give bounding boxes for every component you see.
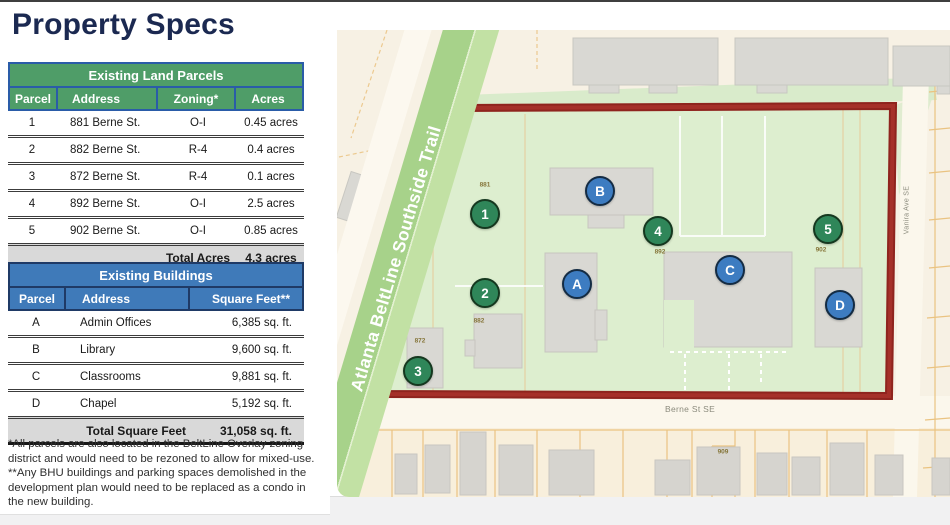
- building-marker-a: A: [562, 269, 592, 299]
- parcel-number-892: 892: [654, 248, 666, 256]
- cell: 0.45 acres: [244, 117, 298, 129]
- cell: 882 Berne St.: [70, 144, 141, 156]
- campus-map: Berne St SE Atlanta BeltLine Southside T…: [337, 30, 950, 497]
- cell: 872 Berne St.: [70, 171, 141, 183]
- building-marker-c: C: [715, 255, 745, 285]
- page-title: Property Specs: [12, 8, 235, 41]
- total-value: 31,058 sq. ft.: [219, 423, 292, 438]
- parcel-marker-5: 5: [813, 214, 843, 244]
- parcel-number-872: 872: [414, 337, 426, 345]
- cell: 2: [28, 144, 36, 156]
- table-row: 4 892 Berne St. O-I 2.5 acres: [8, 189, 304, 216]
- col-header: Parcel: [18, 291, 56, 306]
- parcel-number-881: 881: [479, 181, 491, 189]
- street-label-berne-center: Berne St SE: [665, 404, 716, 414]
- parking-dashed-lines: [670, 351, 789, 392]
- offsite-houses-south: [394, 431, 950, 496]
- cell: O-I: [190, 198, 206, 210]
- offsite-buildings-north: [572, 37, 950, 95]
- east-street: [893, 74, 929, 497]
- cell: 9,600 sq. ft.: [231, 344, 292, 356]
- building-marker-b: B: [585, 176, 615, 206]
- land-parcels-table: Existing Land Parcels Parcel Address Zon…: [8, 62, 304, 272]
- table-row: D Chapel 5,192 sq. ft.: [8, 389, 304, 416]
- building-marker-d: D: [825, 290, 855, 320]
- total-value: 4.3 acres: [245, 250, 297, 265]
- col-header: Parcel: [14, 91, 52, 106]
- page-bottom-edge-left: [0, 514, 330, 525]
- house-number-909: 909: [717, 448, 729, 456]
- parcel-number-902: 902: [815, 246, 827, 254]
- cell: Classrooms: [80, 371, 141, 383]
- col-header: Zoning*: [156, 88, 234, 109]
- buildings-total-row: Total Square Feet 31,058 sq. ft.: [8, 416, 304, 445]
- cell: 0.4 acres: [247, 144, 295, 156]
- parcel-marker-1: 1: [470, 199, 500, 229]
- col-header: Square Feet**: [188, 288, 302, 309]
- cell: A: [32, 317, 40, 329]
- cell: Admin Offices: [80, 317, 152, 329]
- total-label: Total Square Feet: [86, 423, 186, 438]
- cell: 892 Berne St.: [70, 198, 141, 210]
- cell: 5: [28, 225, 36, 237]
- table-row: 3 872 Berne St. R-4 0.1 acres: [8, 162, 304, 189]
- cell: R-4: [188, 144, 208, 156]
- buildings-table: Existing Buildings Parcel Address Square…: [8, 262, 304, 445]
- table-row: 1 881 Berne St. O-I 0.45 acres: [8, 111, 304, 135]
- cell: R-4: [188, 171, 208, 183]
- cell: 0.85 acres: [244, 225, 298, 237]
- street-label-east: Vanira Ave SE: [903, 185, 911, 235]
- cell: 902 Berne St.: [70, 225, 141, 237]
- cell: D: [31, 398, 41, 410]
- cell: 6,385 sq. ft.: [231, 317, 292, 329]
- buildings-table-title: Existing Buildings: [8, 262, 304, 288]
- table-row: C Classrooms 9,881 sq. ft.: [8, 362, 304, 389]
- window-top-edge: [0, 0, 950, 2]
- cell: C: [31, 371, 41, 383]
- cell: 9,881 sq. ft.: [231, 371, 292, 383]
- cell: Chapel: [80, 398, 117, 410]
- cell: B: [32, 344, 40, 356]
- col-header: Address: [56, 88, 156, 109]
- campus-parcel-lines-white: [455, 116, 766, 287]
- building-c-notch: [664, 300, 694, 348]
- col-header: Address: [64, 288, 188, 309]
- cell: 5,192 sq. ft.: [231, 398, 292, 410]
- building-a-admin-offices-shape: [544, 252, 598, 353]
- footnote-text: *All parcels are also located in the Bel…: [8, 438, 315, 509]
- cell: Library: [80, 344, 116, 356]
- cell: O-I: [190, 225, 206, 237]
- table-row: 5 902 Berne St. O-I 0.85 acres: [8, 216, 304, 243]
- table-row: A Admin Offices 6,385 sq. ft.: [8, 311, 304, 335]
- parcel-marker-4: 4: [643, 216, 673, 246]
- table-row: B Library 9,600 sq. ft.: [8, 335, 304, 362]
- berne-street: [337, 396, 950, 428]
- cell: 0.1 acres: [247, 171, 295, 183]
- land-table-title: Existing Land Parcels: [8, 62, 304, 88]
- cell: 881 Berne St.: [70, 117, 141, 129]
- land-table-header: Parcel Address Zoning* Acres: [8, 88, 304, 111]
- cell: 1: [28, 117, 36, 129]
- col-header: Acres: [234, 88, 300, 109]
- cell: 2.5 acres: [247, 198, 295, 210]
- parcel-marker-3: 3: [403, 356, 433, 386]
- parcel-marker-2: 2: [470, 278, 500, 308]
- buildings-table-header: Parcel Address Square Feet**: [8, 288, 304, 311]
- total-label: Total Acres: [165, 250, 230, 265]
- page-bottom-edge: [330, 496, 950, 525]
- cell: O-I: [190, 117, 206, 129]
- table-row: 2 882 Berne St. R-4 0.4 acres: [8, 135, 304, 162]
- cell: 3: [28, 171, 36, 183]
- cell: 4: [28, 198, 36, 210]
- parcel-number-882: 882: [473, 317, 485, 325]
